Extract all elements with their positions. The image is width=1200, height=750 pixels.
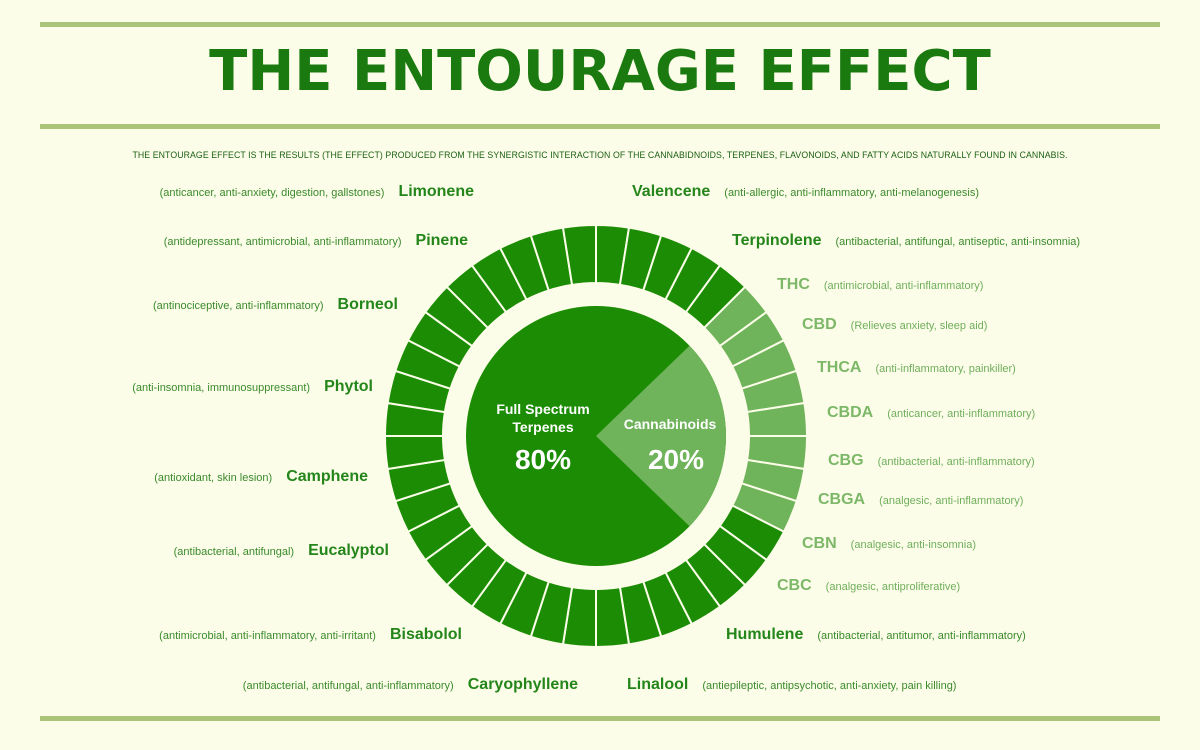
cannabinoid-name: CBGA: [818, 491, 866, 508]
subtitle: THE ENTOURAGE EFFECT IS THE RESULTS (THE…: [132, 150, 1068, 161]
terpene-item-bisabolol: (antimicrobial, anti-inflammatory, anti-…: [159, 626, 462, 644]
cannabinoid-name: CBG: [828, 452, 864, 469]
ring-segment-terpene: [561, 223, 597, 287]
terpenes-percent: 80%: [515, 444, 571, 475]
cannabinoid-desc: (anticancer, anti-inflammatory): [887, 408, 1036, 420]
pie-cannabinoids-slice: [596, 345, 727, 527]
terpene-name: Eucalyptol: [308, 542, 389, 559]
cannabinoid-item-thca: THCA (anti-inflammatory, painkiller): [817, 359, 1016, 377]
terpene-name: Caryophyllene: [467, 676, 578, 693]
cannabinoid-item-cbc: CBC (analgesic, antiproliferative): [777, 577, 960, 595]
cannabinoid-name: CBD: [802, 316, 837, 333]
terpene-item-eucalyptol: (antibacterial, antifungal) Eucalyptol: [174, 542, 389, 560]
cannabinoid-name: THCA: [817, 359, 862, 376]
terpene-desc: (anti-allergic, anti-inflammatory, anti-…: [724, 187, 980, 199]
terpene-name: Linalool: [627, 676, 689, 693]
terpene-name: Valencene: [632, 183, 711, 200]
terpene-item-humulene: Humulene (antibacterial, antitumor, anti…: [726, 626, 1026, 644]
terpene-desc: (antibacterial, antitumor, anti-inflamma…: [817, 630, 1026, 642]
terpene-name: Camphene: [286, 468, 368, 485]
terpene-item-caryophyllene: (antibacterial, antifungal, anti-inflamm…: [243, 676, 578, 694]
terpene-name: Pinene: [415, 232, 468, 249]
terpene-item-terpinolene: Terpinolene (antibacterial, antifungal, …: [732, 232, 1080, 250]
terpene-desc: (antibacterial, antifungal): [173, 546, 295, 558]
cannabinoid-name: THC: [777, 276, 810, 293]
cannabinoid-desc: (analgesic, antiproliferative): [825, 581, 961, 593]
terpenes-label-line1: Full Spectrum: [496, 401, 589, 417]
terpene-desc: (antimicrobial, anti-inflammatory, anti-…: [159, 630, 376, 642]
terpene-name: Phytol: [324, 378, 373, 395]
cannabinoid-item-cbd: CBD (Relieves anxiety, sleep aid): [802, 316, 987, 334]
terpene-item-linalool: Linalool (antiepileptic, antipsychotic, …: [627, 676, 956, 694]
terpene-name: Humulene: [726, 626, 804, 643]
terpene-desc: (anticancer, anti-anxiety, digestion, ga…: [159, 187, 385, 199]
cannabinoid-name: CBDA: [827, 404, 874, 421]
cannabinoid-item-cbn: CBN (analgesic, anti-insomnia): [802, 535, 976, 553]
terpene-desc: (antibacterial, antifungal, antiseptic, …: [835, 236, 1081, 248]
terpene-name: Borneol: [337, 296, 398, 313]
terpene-name: Limonene: [398, 183, 474, 200]
terpene-item-borneol: (antinociceptive, anti-inflammatory) Bor…: [153, 296, 398, 314]
terpene-item-phytol: (anti-insomnia, immunosuppressant) Phyto…: [132, 378, 373, 396]
cannabinoid-desc: (anti-inflammatory, painkiller): [875, 363, 1016, 375]
terpene-desc: (antinociceptive, anti-inflammatory): [152, 300, 324, 312]
terpene-desc: (antiepileptic, antipsychotic, anti-anxi…: [702, 680, 957, 692]
page-title: THE ENTOURAGE EFFECT: [209, 39, 991, 104]
terpene-item-pinene: (antidepressant, antimicrobial, anti-inf…: [164, 232, 468, 250]
cannabinoid-item-thc: THC (antimicrobial, anti-inflammatory): [777, 276, 983, 294]
terpene-name: Terpinolene: [732, 232, 822, 249]
terpene-item-limonene: (anticancer, anti-anxiety, digestion, ga…: [160, 183, 474, 201]
terpene-desc: (antidepressant, antimicrobial, anti-inf…: [163, 236, 402, 248]
cannabinoid-name: CBC: [777, 577, 812, 594]
outer-ring: [383, 223, 809, 649]
cannabinoid-desc: (analgesic, anti-inflammatory): [879, 495, 1024, 507]
terpene-item-camphene: (antioxidant, skin lesion) Camphene: [154, 468, 368, 486]
cannabinoid-desc: (antibacterial, anti-inflammatory): [877, 456, 1035, 468]
terpene-desc: (antibacterial, antifungal, anti-inflamm…: [242, 680, 454, 692]
cannabinoid-item-cbga: CBGA (analgesic, anti-inflammatory): [818, 491, 1023, 509]
cannabinoid-item-cbg: CBG (antibacterial, anti-inflammatory): [828, 452, 1035, 470]
terpene-name: Bisabolol: [389, 626, 462, 643]
top-rule: [40, 22, 1160, 27]
terpene-desc: (anti-insomnia, immunosuppressant): [132, 382, 311, 394]
bottom-rule: [40, 716, 1160, 721]
terpene-desc: (antioxidant, skin lesion): [154, 472, 273, 484]
title-underline-rule: [40, 124, 1160, 129]
cannabinoids-label: Cannabinoids: [624, 416, 717, 432]
terpene-item-valencene: Valencene (anti-allergic, anti-inflammat…: [632, 183, 979, 201]
cannabinoid-desc: (antimicrobial, anti-inflammatory): [823, 280, 984, 292]
cannabinoid-desc: (analgesic, anti-insomnia): [850, 539, 977, 551]
cannabinoids-percent: 20%: [648, 444, 704, 475]
cannabinoid-name: CBN: [802, 535, 837, 552]
terpenes-label-line2: Terpenes: [512, 419, 573, 435]
cannabinoid-item-cbda: CBDA (anticancer, anti-inflammatory): [827, 404, 1035, 422]
cannabinoid-desc: (Relieves anxiety, sleep aid): [850, 320, 988, 332]
